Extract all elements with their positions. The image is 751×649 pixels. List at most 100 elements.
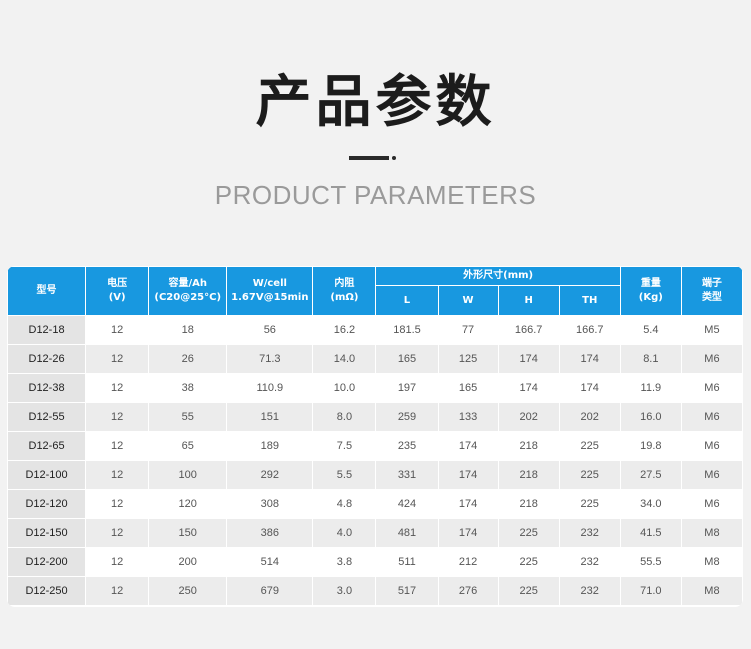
table-cell: 517 xyxy=(376,577,438,605)
table-cell: 218 xyxy=(519,440,538,452)
table-cell: 12 xyxy=(86,577,149,605)
table-row: D12-18 12 18 56 16.2 181.5 77 166.7 166.7 5.4 M5 xyxy=(8,316,742,344)
table-cell: 16.2 xyxy=(333,324,356,336)
table-cell: 166.7 xyxy=(575,324,604,336)
header-model: 型号 xyxy=(8,267,86,315)
table-cell: 5.5 xyxy=(313,461,376,489)
table-cell: 218 xyxy=(519,498,538,510)
header-weight: 重量 (Kg) xyxy=(620,267,681,315)
table-cell: 120 xyxy=(178,498,197,510)
table-cell: 12 xyxy=(86,519,149,547)
model-cell: D12-55 xyxy=(8,403,86,431)
page-title: 产品参数 xyxy=(255,70,496,135)
table-cell: 27.5 xyxy=(620,461,681,489)
table-cell: 174 xyxy=(458,440,478,452)
table-cell: 225 xyxy=(519,556,538,568)
table-cell: 12 xyxy=(86,461,149,489)
table-row: D12-55 12 55 151 8.0 259 133 202 202 16.0 M6 xyxy=(8,403,742,431)
table-cell: 5.4 xyxy=(643,324,659,336)
table-cell: 77 xyxy=(461,324,475,336)
header-voltage: 电压 (V) xyxy=(86,267,149,315)
table-cell: M8 xyxy=(704,556,720,568)
table-cell: 4.0 xyxy=(313,519,376,547)
table-row: D12-200 12 200 514 3.8 511 212 225 232 55.5 M8 xyxy=(8,548,742,576)
header-capacity: 容量/Ah (C20@25°C) xyxy=(149,267,227,315)
table-cell: 386 xyxy=(227,519,313,547)
table-cell: 174 xyxy=(438,461,498,489)
table-cell: 235 xyxy=(397,440,417,452)
header-wcell: W/cell 1.67V@15min xyxy=(227,267,313,315)
table-cell: 16.0 xyxy=(620,403,681,431)
table-cell: 331 xyxy=(376,461,438,489)
model-cell: D12-26 xyxy=(8,345,86,373)
table-row: D12-120 12 120 308 4.8 424 174 218 225 34.0 M6 xyxy=(8,490,742,518)
table-cell: 292 xyxy=(227,461,313,489)
table-cell: 19.8 xyxy=(640,440,662,452)
table-cell: 218 xyxy=(498,461,559,489)
header-dim-l: L xyxy=(376,286,438,315)
table-cell: 189 xyxy=(260,440,279,452)
table-cell: 10.0 xyxy=(333,382,356,394)
divider xyxy=(349,156,389,160)
table-cell: M6 xyxy=(704,440,720,452)
table-cell: 34.0 xyxy=(640,498,662,510)
table-cell: 11.9 xyxy=(640,382,662,394)
divider-dot xyxy=(392,156,396,160)
table-cell: 514 xyxy=(260,556,279,568)
table-cell: 41.5 xyxy=(620,519,681,547)
model-cell: D12-100 xyxy=(8,461,86,489)
table-row: D12-26 12 26 71.3 14.0 165 125 174 174 8.1 M6 xyxy=(8,345,742,373)
table-cell: 174 xyxy=(438,519,498,547)
table-cell: 12 xyxy=(111,382,124,394)
table-cell: 55.5 xyxy=(640,556,662,568)
table-cell: 225 xyxy=(559,461,620,489)
table-cell: M8 xyxy=(681,577,742,605)
header-terminal: 端子 类型 xyxy=(681,267,742,315)
model-cell: D12-18 xyxy=(8,316,86,344)
table-cell: 12 xyxy=(86,345,149,373)
table-cell: 4.8 xyxy=(336,498,353,510)
table-cell: 232 xyxy=(559,577,620,605)
table-cell: 202 xyxy=(498,403,559,431)
header-resistance: 内阻 (mΩ) xyxy=(313,267,376,315)
table-cell: 174 xyxy=(559,345,620,373)
table-cell: 174 xyxy=(458,498,478,510)
parameters-table: 型号 电压 (V) 容量/Ah (C20@25°C) W/cell 1.67V@15m… xyxy=(7,266,743,606)
table-cell: 511 xyxy=(398,556,416,568)
table-cell: 18 xyxy=(181,324,194,336)
model-cell: D12-38 xyxy=(8,374,86,402)
table-row: D12-38 12 38 110.9 10.0 197 165 174 174 11.9 M6 xyxy=(8,374,742,402)
table-cell: 150 xyxy=(149,519,227,547)
table-cell: M6 xyxy=(704,498,720,510)
table-cell: 165 xyxy=(376,345,438,373)
model-cell: D12-65 xyxy=(8,432,86,460)
model-cell: D12-120 xyxy=(8,490,86,518)
table-cell: 174 xyxy=(498,345,559,373)
table-cell: 225 xyxy=(580,440,599,452)
table-cell: 12 xyxy=(111,324,124,336)
table-cell: 232 xyxy=(559,519,620,547)
table-cell: 26 xyxy=(149,345,227,373)
table-cell: 110.9 xyxy=(256,382,284,394)
header-dim-h: H xyxy=(498,286,559,315)
table-row: D12-100 12 100 292 5.5 331 174 218 225 27.5 M6 xyxy=(8,461,742,489)
table-cell: M5 xyxy=(704,324,720,336)
table-cell: 225 xyxy=(580,498,599,510)
table-cell: 55 xyxy=(149,403,227,431)
table-cell: 481 xyxy=(376,519,438,547)
table-cell: 174 xyxy=(580,382,599,394)
table-cell: 38 xyxy=(181,382,194,394)
table-cell: 225 xyxy=(498,519,559,547)
table-cell: 133 xyxy=(438,403,498,431)
table-cell: 165 xyxy=(458,382,478,394)
table-cell: 12 xyxy=(86,403,149,431)
table-cell: 14.0 xyxy=(313,345,376,373)
table-cell: 202 xyxy=(559,403,620,431)
table-cell: 71.0 xyxy=(620,577,681,605)
table-cell: 181.5 xyxy=(393,324,421,336)
table-cell: 8.0 xyxy=(313,403,376,431)
table-cell: 56 xyxy=(263,324,276,336)
table-cell: 212 xyxy=(458,556,478,568)
table-cell: 71.3 xyxy=(227,345,313,373)
table-cell: 259 xyxy=(376,403,438,431)
